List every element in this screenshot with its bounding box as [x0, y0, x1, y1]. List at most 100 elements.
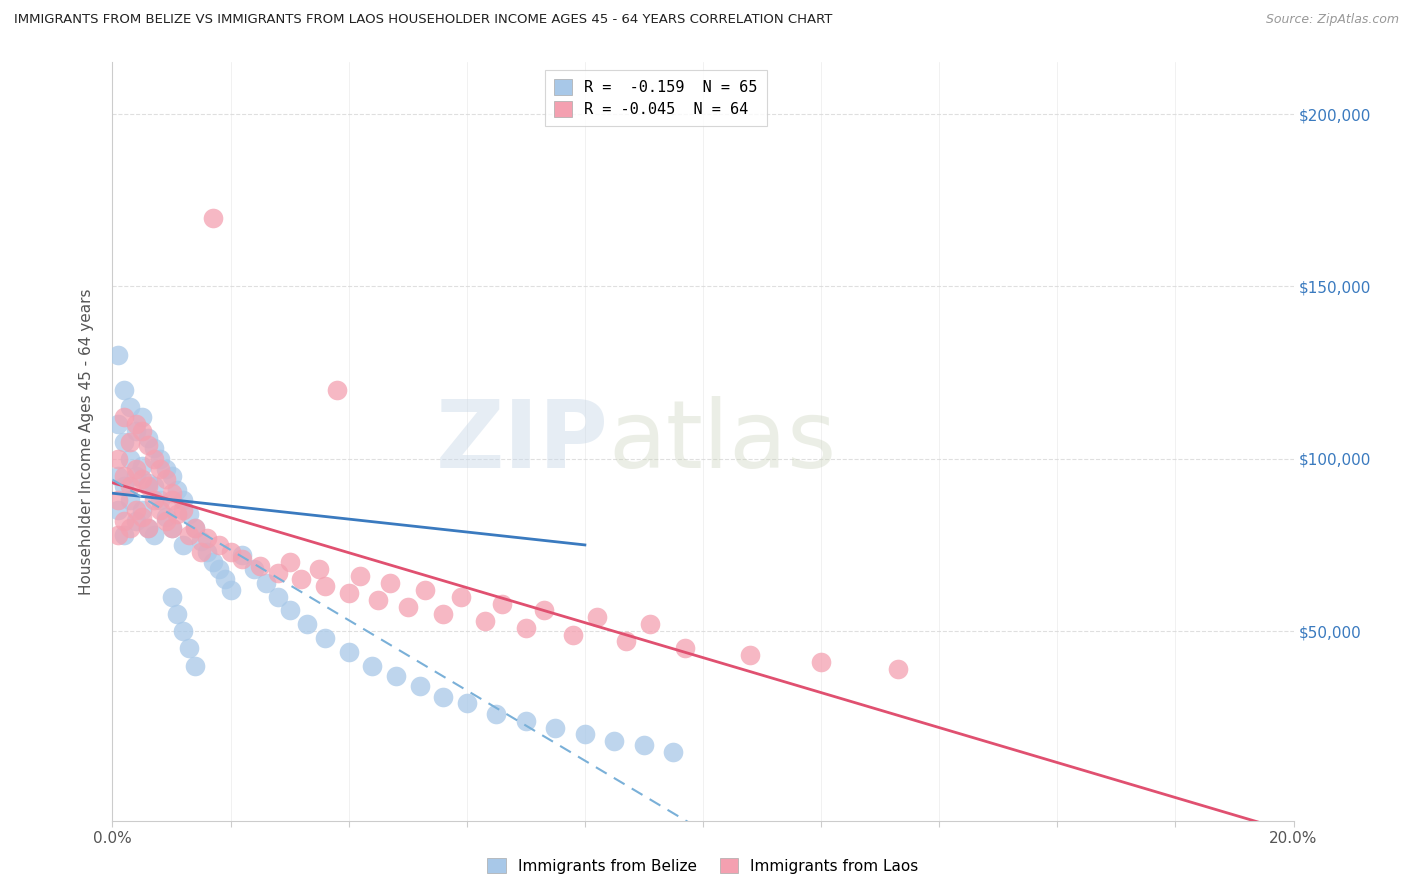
- Point: [190, 545, 212, 559]
- Point: [125, 469, 148, 483]
- Point: [432, 607, 454, 621]
- Point: [120, 451, 142, 466]
- Point: [367, 593, 389, 607]
- Point: [166, 607, 188, 621]
- Point: [208, 538, 231, 552]
- Point: [179, 641, 201, 656]
- Legend: Immigrants from Belize, Immigrants from Laos: Immigrants from Belize, Immigrants from …: [481, 852, 925, 880]
- Point: [172, 624, 194, 639]
- Point: [740, 648, 762, 663]
- Point: [136, 521, 159, 535]
- Legend: R =  -0.159  N = 65, R = -0.045  N = 64: R = -0.159 N = 65, R = -0.045 N = 64: [544, 70, 766, 127]
- Point: [179, 507, 201, 521]
- Point: [155, 473, 177, 487]
- Text: Source: ZipAtlas.com: Source: ZipAtlas.com: [1265, 13, 1399, 27]
- Point: [456, 697, 478, 711]
- Point: [172, 503, 194, 517]
- Point: [231, 548, 253, 563]
- Point: [633, 738, 655, 752]
- Point: [149, 503, 172, 517]
- Point: [120, 434, 142, 449]
- Point: [887, 662, 910, 676]
- Point: [415, 582, 437, 597]
- Point: [297, 617, 319, 632]
- Point: [673, 641, 696, 656]
- Point: [107, 503, 129, 517]
- Point: [107, 417, 129, 432]
- Point: [112, 469, 135, 483]
- Point: [172, 493, 194, 508]
- Point: [131, 458, 153, 473]
- Point: [131, 510, 153, 524]
- Point: [184, 521, 207, 535]
- Point: [125, 424, 148, 438]
- Point: [515, 714, 537, 728]
- Point: [136, 475, 159, 490]
- Point: [160, 521, 183, 535]
- Point: [614, 634, 637, 648]
- Point: [136, 521, 159, 535]
- Point: [349, 569, 371, 583]
- Point: [195, 545, 218, 559]
- Point: [107, 348, 129, 362]
- Point: [201, 555, 224, 569]
- Text: ZIP: ZIP: [436, 395, 609, 488]
- Point: [195, 531, 218, 545]
- Point: [515, 621, 537, 635]
- Point: [337, 645, 360, 659]
- Point: [172, 538, 194, 552]
- Point: [638, 617, 661, 632]
- Point: [160, 521, 183, 535]
- Point: [278, 603, 301, 617]
- Point: [249, 558, 271, 573]
- Point: [120, 479, 142, 493]
- Point: [533, 603, 555, 617]
- Point: [361, 658, 384, 673]
- Point: [314, 579, 336, 593]
- Point: [326, 383, 349, 397]
- Point: [125, 514, 148, 528]
- Point: [408, 679, 430, 693]
- Point: [125, 503, 148, 517]
- Point: [491, 597, 513, 611]
- Point: [160, 493, 183, 508]
- Point: [160, 590, 183, 604]
- Point: [574, 727, 596, 741]
- Point: [544, 721, 567, 735]
- Point: [155, 510, 177, 524]
- Point: [136, 438, 159, 452]
- Point: [243, 562, 266, 576]
- Point: [136, 431, 159, 445]
- Point: [142, 493, 165, 508]
- Point: [254, 575, 277, 590]
- Point: [267, 590, 290, 604]
- Point: [432, 690, 454, 704]
- Point: [112, 514, 135, 528]
- Point: [214, 573, 236, 587]
- Point: [585, 610, 607, 624]
- Point: [155, 462, 177, 476]
- Point: [485, 706, 508, 721]
- Y-axis label: Householder Income Ages 45 - 64 years: Householder Income Ages 45 - 64 years: [79, 288, 94, 595]
- Point: [112, 479, 135, 493]
- Point: [179, 527, 201, 541]
- Point: [450, 590, 472, 604]
- Point: [278, 555, 301, 569]
- Point: [112, 383, 135, 397]
- Point: [131, 424, 153, 438]
- Point: [142, 479, 165, 493]
- Point: [219, 582, 242, 597]
- Point: [314, 631, 336, 645]
- Point: [184, 521, 207, 535]
- Point: [142, 442, 165, 456]
- Point: [160, 486, 183, 500]
- Point: [149, 493, 172, 508]
- Point: [290, 573, 312, 587]
- Point: [107, 469, 129, 483]
- Point: [149, 451, 172, 466]
- Point: [474, 614, 496, 628]
- Point: [184, 658, 207, 673]
- Point: [308, 562, 330, 576]
- Point: [231, 551, 253, 566]
- Point: [166, 483, 188, 497]
